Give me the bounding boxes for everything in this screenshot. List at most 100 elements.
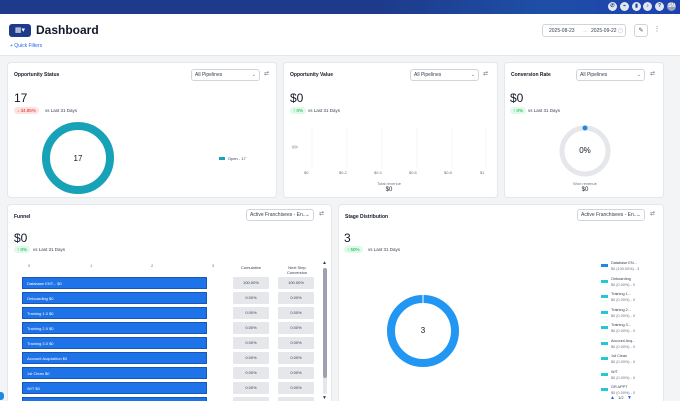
legend-stage-name: Account Acq... bbox=[611, 339, 636, 343]
pipeline-dropdown[interactable]: All Pipelines ⌄ bbox=[191, 69, 260, 81]
megaphone-icon[interactable]: ▮ bbox=[632, 2, 641, 11]
swap-icon[interactable]: ⇄ bbox=[650, 71, 656, 77]
legend-stage-name: Training 3... bbox=[611, 323, 631, 327]
metric-value: $0 bbox=[510, 91, 524, 105]
axis-tick: 2 bbox=[151, 263, 154, 268]
gauge-indicator bbox=[582, 125, 588, 131]
legend-swatch bbox=[601, 373, 608, 376]
swap-icon[interactable]: ⇄ bbox=[483, 71, 489, 77]
more-options-button[interactable]: ⋮ bbox=[653, 24, 661, 37]
chevron-down-icon: ⌄ bbox=[636, 72, 641, 78]
help-icon[interactable]: ? bbox=[655, 2, 664, 11]
legend-stage-name: Onboarding bbox=[611, 277, 631, 281]
avatar[interactable]: SN bbox=[667, 2, 676, 11]
delta-badge: ↑ 0% bbox=[14, 246, 31, 253]
total-revenue-value: $0 bbox=[385, 187, 393, 193]
scrollbar-thumb[interactable] bbox=[323, 268, 327, 378]
next-step-cell: 0.00% bbox=[278, 382, 314, 394]
funnel-bar[interactable]: 1st Clean $0 bbox=[22, 367, 207, 379]
calendar-icon: ▢ bbox=[618, 28, 623, 34]
legend-stage-name: Database EN... bbox=[611, 261, 637, 265]
date-start: 2025-08-23 bbox=[549, 28, 575, 34]
date-range-picker[interactable]: 2025-08-23 → 2025-09-22 ▢ bbox=[542, 24, 626, 37]
legend-stage-value: $0 (0.00%) - 0 bbox=[611, 345, 636, 349]
comparison-label: vs Last 31 Days bbox=[33, 247, 66, 252]
page-header: ▦▾ Dashboard + Quick Filters 2025-08-23 … bbox=[0, 14, 680, 56]
legend-swatch bbox=[601, 357, 608, 360]
quick-filters-link[interactable]: + Quick Filters bbox=[10, 43, 43, 49]
next-step-cell: 0.00% bbox=[278, 322, 314, 334]
scroll-up-arrow[interactable]: ▲ bbox=[322, 260, 327, 266]
swap-icon[interactable]: ⇄ bbox=[319, 211, 325, 217]
legend-prev-arrow[interactable]: ▲ bbox=[610, 395, 615, 401]
gauge-center-value: 0% bbox=[579, 146, 591, 155]
arrow-right-icon: → bbox=[582, 28, 587, 34]
funnel-bar[interactable]: Training 1.0 $0 bbox=[22, 307, 207, 319]
dropdown-value: All Pipelines bbox=[195, 72, 223, 78]
swap-icon[interactable]: ⇄ bbox=[650, 211, 656, 217]
card-title: Opportunity Value bbox=[290, 72, 334, 78]
pipeline-dropdown[interactable]: All Pipelines ⌄ bbox=[410, 69, 479, 81]
cumulative-cell: 0.00% bbox=[233, 322, 269, 334]
metric-value: $0 bbox=[14, 231, 28, 245]
page-title: Dashboard bbox=[36, 23, 99, 37]
legend-swatch bbox=[601, 388, 608, 391]
swap-icon[interactable]: ⇄ bbox=[264, 71, 270, 77]
cumulative-cell: 0.00% bbox=[233, 292, 269, 304]
kebab-icon: ⋮ bbox=[653, 26, 661, 33]
funnel-bar[interactable]: Training 2.0 $0 bbox=[22, 322, 207, 334]
comparison-label: vs Last 31 Days bbox=[528, 108, 561, 113]
won-revenue-value: $0 bbox=[581, 187, 589, 193]
pipeline-dropdown[interactable]: Active Franchisees - En... ⌄ bbox=[246, 209, 314, 221]
cumulative-cell: 0.00% bbox=[233, 367, 269, 379]
pencil-icon: ✎ bbox=[289, 141, 301, 154]
date-end: 2025-09-22 bbox=[591, 28, 617, 34]
next-step-cell bbox=[278, 397, 314, 401]
x-tick-label: $0.2 bbox=[339, 170, 347, 175]
donut-ring-open[interactable] bbox=[42, 122, 114, 194]
metric-value: 17 bbox=[14, 91, 28, 105]
total-revenue-label: Total revenue bbox=[376, 181, 401, 186]
next-step-cell: 0.00% bbox=[278, 337, 314, 349]
legend-swatch bbox=[601, 264, 608, 267]
edit-dashboard-button[interactable]: ✎ bbox=[634, 24, 648, 37]
legend-next-arrow[interactable]: ▼ bbox=[627, 395, 632, 401]
card-title: Opportunity Status bbox=[14, 72, 60, 78]
legend-stage-name: Training 2... bbox=[611, 308, 631, 312]
pipeline-dropdown[interactable]: Active Franchisees - En... ⌄ bbox=[577, 209, 645, 221]
delta-badge: ↑ 0% bbox=[290, 107, 307, 114]
axis-tick: 0 bbox=[28, 263, 31, 268]
funnel-bar[interactable]: Account Acquisition $0 bbox=[22, 352, 207, 364]
dropdown-value: Active Franchisees - En... bbox=[581, 212, 638, 218]
legend-stage-name: W/T bbox=[611, 370, 618, 374]
scroll-down-arrow[interactable]: ▼ bbox=[322, 395, 327, 401]
funnel-bar[interactable]: Onboarding $0 bbox=[22, 292, 207, 304]
metric-value: $0 bbox=[290, 91, 304, 105]
link-icon[interactable]: ⌁ bbox=[620, 2, 629, 11]
dashboard-switcher-button[interactable]: ▦▾ bbox=[9, 24, 31, 37]
dropdown-value: All Pipelines bbox=[414, 72, 442, 78]
funnel-bar[interactable]: W/T $0 bbox=[22, 382, 207, 394]
opportunity-status-card: Opportunity Status All Pipelines ⌄ ⇄ 17 ↓… bbox=[7, 62, 277, 198]
funnel-bar[interactable]: Training 3.0 $0 bbox=[22, 337, 207, 349]
legend-stage-name: Training 1... bbox=[611, 292, 631, 296]
legend-swatch bbox=[601, 342, 608, 345]
stage-distribution-card: Stage Distribution Active Franchisees - … bbox=[338, 204, 664, 401]
pencil-icon: ✎ bbox=[638, 28, 644, 34]
legend-stage-value: $0 (0.00%) - 0 bbox=[611, 283, 636, 287]
column-header-next-step: Next Step Conversion bbox=[286, 265, 308, 275]
bell-icon[interactable]: ♪ bbox=[643, 2, 652, 11]
card-title: Stage Distribution bbox=[345, 214, 389, 220]
delta-badge: ↑ 50% bbox=[344, 246, 363, 253]
phone-icon[interactable]: ✆ bbox=[608, 2, 617, 11]
pipeline-dropdown[interactable]: All Pipelines ⌄ bbox=[576, 69, 645, 81]
chevron-down-icon: ⌄ bbox=[636, 212, 641, 218]
funnel-bar[interactable]: Database ENT... $0 bbox=[22, 277, 207, 289]
legend-stage-value: $0 (0.00%) - 0 bbox=[611, 298, 636, 302]
legend-swatch bbox=[601, 295, 608, 298]
cumulative-cell: 0.00% bbox=[233, 307, 269, 319]
help-widget-tab[interactable] bbox=[0, 392, 4, 400]
card-title: Funnel bbox=[14, 214, 31, 220]
funnel-bar[interactable] bbox=[22, 397, 207, 401]
conversion-rate-card: Conversion Rate All Pipelines ⌄ ⇄ $0 ↑ 0%… bbox=[504, 62, 664, 198]
